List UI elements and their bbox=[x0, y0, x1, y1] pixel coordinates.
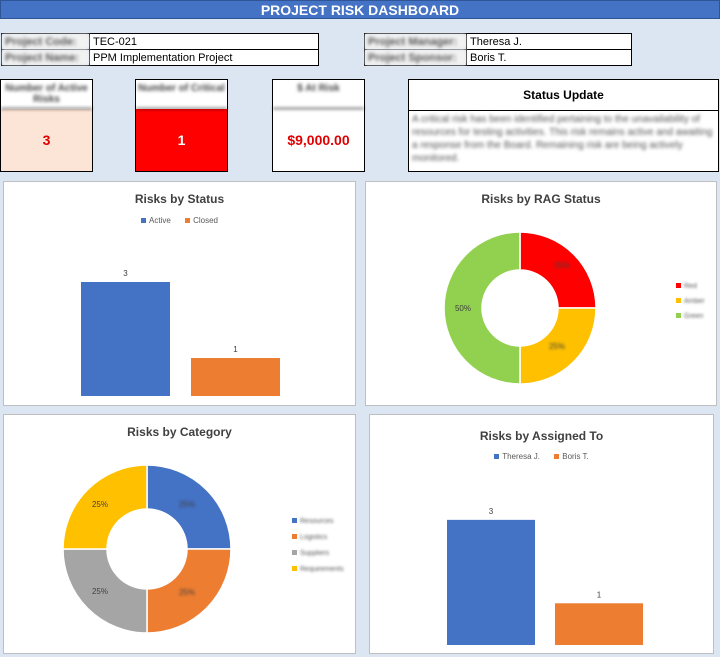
legend-swatch-green bbox=[676, 313, 681, 318]
project-sponsor-label: Project Sponsor: bbox=[364, 49, 467, 66]
legend-swatch-closed bbox=[185, 218, 191, 224]
legend-item-theresa: Theresa J. bbox=[494, 452, 540, 461]
project-manager-value: Theresa J. bbox=[466, 33, 632, 50]
slice-green bbox=[443, 231, 521, 385]
slice-requirements bbox=[62, 464, 148, 550]
bar-chart-status: 31 bbox=[81, 269, 280, 396]
legend-swatch-suppliers bbox=[292, 550, 297, 555]
legend-swatch-boris bbox=[554, 454, 560, 460]
project-name-row: Project Name: PPM Implementation Project bbox=[1, 49, 319, 66]
slice-suppliers bbox=[62, 548, 148, 634]
legend-swatch-resources bbox=[292, 518, 297, 523]
kpi-dollars-at-risk-value: $9,000.00 bbox=[273, 109, 364, 171]
dashboard-title: PROJECT RISK DASHBOARD bbox=[0, 0, 720, 19]
slice-data-label: 25% bbox=[179, 588, 195, 597]
slice-data-label: 25% bbox=[554, 261, 570, 270]
chart-risks-by-assignee: Risks by Assigned To Theresa J. Boris T.… bbox=[369, 414, 714, 654]
bar-boris-t bbox=[555, 603, 643, 645]
legend-swatch-logistics bbox=[292, 534, 297, 539]
bar-chart-assignee: 31 bbox=[447, 507, 643, 645]
legend-label-green: Green bbox=[684, 313, 704, 320]
legend-label-amber: Amber bbox=[684, 298, 705, 305]
chart-title: Risks by Status bbox=[134, 192, 225, 206]
kpi-critical-risks: Number of Critical 1 bbox=[135, 79, 228, 172]
bar-data-label: 1 bbox=[597, 590, 602, 599]
legend-label-theresa: Theresa J. bbox=[502, 452, 541, 461]
legend-swatch-theresa bbox=[494, 454, 500, 460]
legend-item-closed: Closed bbox=[185, 216, 218, 225]
chart-risks-by-rag: Risks by RAG Status 25% 25% 50% Red Amber Gre… bbox=[365, 181, 717, 406]
bar-data-label: 3 bbox=[123, 269, 128, 278]
legend-item-boris: Boris T. bbox=[554, 452, 589, 461]
legend-label-resources: Resources bbox=[300, 518, 334, 525]
kpi-active-risks: Number of Active Risks 3 bbox=[0, 79, 93, 172]
chart-title: Risks by Assigned To bbox=[479, 429, 604, 443]
chart-legend: Active Closed bbox=[4, 216, 355, 225]
kpi-critical-risks-value: 1 bbox=[136, 109, 227, 171]
project-info-table: Project Code: TEC-021 Project Name: PPM … bbox=[1, 33, 319, 66]
project-sponsor-row: Project Sponsor: Boris T. bbox=[364, 49, 632, 66]
project-manager-label: Project Manager: bbox=[364, 33, 467, 50]
legend-label-suppliers: Suppliers bbox=[300, 550, 330, 557]
slice-data-label: 25% bbox=[92, 500, 108, 509]
project-name-label: Project Name: bbox=[1, 49, 90, 66]
chart-risks-by-category: Risks by Category 25% 25% 25% 25% Resources L… bbox=[3, 414, 356, 654]
bar-data-label: 1 bbox=[233, 345, 238, 354]
legend-swatch-requirements bbox=[292, 566, 297, 571]
slice-data-label: 50% bbox=[455, 304, 471, 313]
project-manager-row: Project Manager: Theresa J. bbox=[364, 33, 632, 50]
kpi-active-risks-label: Number of Active Risks bbox=[1, 80, 92, 109]
legend-label-active: Active bbox=[149, 216, 171, 225]
kpi-critical-risks-label: Number of Critical bbox=[136, 80, 227, 109]
chart-title: Risks by Category bbox=[127, 425, 232, 439]
slice-resources bbox=[146, 464, 232, 550]
legend-label-closed: Closed bbox=[193, 216, 218, 225]
kpi-dollars-at-risk-label: $ At Risk bbox=[273, 80, 364, 109]
kpi-dollars-at-risk: $ At Risk $9,000.00 bbox=[272, 79, 365, 172]
legend-swatch-red bbox=[676, 283, 681, 288]
slice-data-label: 25% bbox=[179, 500, 195, 509]
slice-data-label: 25% bbox=[92, 587, 108, 596]
donut-chart-category: 25% 25% 25% 25% Resources Logistics Suppliers R… bbox=[62, 464, 344, 634]
bar-data-label: 3 bbox=[489, 507, 494, 516]
project-code-value: TEC-021 bbox=[89, 33, 319, 50]
legend-label-logistics: Logistics bbox=[300, 534, 328, 541]
legend-swatch-amber bbox=[676, 298, 681, 303]
status-update-text: A critical risk has been identified pert… bbox=[412, 114, 713, 164]
project-code-row: Project Code: TEC-021 bbox=[1, 33, 319, 50]
legend-label-boris: Boris T. bbox=[562, 452, 589, 461]
status-update-heading: Status Update bbox=[409, 80, 718, 111]
legend-label-requirements: Requirements bbox=[300, 566, 344, 573]
project-people-table: Project Manager: Theresa J. Project Spon… bbox=[364, 33, 632, 66]
slice-data-label: 25% bbox=[549, 342, 565, 351]
legend-item-active: Active bbox=[141, 216, 171, 225]
project-sponsor-value: Boris T. bbox=[466, 49, 632, 66]
legend-label-red: Red bbox=[684, 283, 697, 290]
chart-title: Risks by RAG Status bbox=[481, 192, 601, 206]
bar-theresa-j bbox=[447, 519, 535, 645]
bar-closed bbox=[191, 358, 280, 396]
donut-chart-rag: 25% 25% 50% Red Amber Green bbox=[443, 231, 705, 385]
project-name-value: PPM Implementation Project bbox=[89, 49, 319, 66]
slice-logistics bbox=[146, 548, 232, 634]
legend-swatch-active bbox=[141, 218, 147, 224]
bar-active bbox=[81, 282, 170, 396]
project-code-label: Project Code: bbox=[1, 33, 90, 50]
slice-red bbox=[519, 231, 597, 309]
status-update-box: Status Update A critical risk has been i… bbox=[408, 79, 719, 172]
chart-legend: Theresa J. Boris T. bbox=[370, 452, 713, 461]
kpi-active-risks-value: 3 bbox=[1, 109, 92, 171]
slice-amber bbox=[519, 307, 597, 385]
